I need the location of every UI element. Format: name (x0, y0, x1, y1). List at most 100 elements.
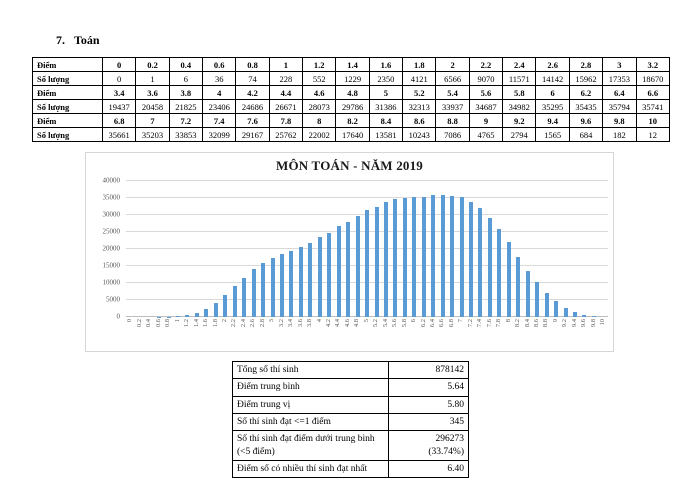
count-cell: 18670 (635, 71, 670, 86)
y-tick-label: 25000 (102, 227, 121, 236)
bar-slot (372, 181, 381, 317)
summary-value: 6.40 (388, 460, 469, 479)
count-cell: 10243 (402, 127, 437, 142)
bar-slot (551, 181, 560, 317)
row-label: Số lượng (32, 99, 103, 114)
count-cell: 2794 (502, 127, 537, 142)
score-row: Điểm 6.8 7 7.2 7.4 7.6 7.8 8 8.2 8.4 8.6 8.8 9 9.2 9.4… (32, 113, 670, 128)
x-tick-label: 2.8 (258, 319, 266, 328)
score-cell: 3 (602, 57, 637, 72)
bar-slot (164, 181, 173, 317)
y-tick-label: 10000 (102, 278, 121, 287)
x-tick-label: 0.6 (154, 319, 162, 328)
x-tick: 8.6 (532, 319, 541, 327)
x-tick-label: 7.6 (485, 319, 493, 328)
bar-slot (532, 181, 541, 317)
x-tick: 8.4 (523, 319, 532, 327)
x-tick-label: 7.2 (466, 319, 474, 328)
bar-chart: MÔN TOÁN - NĂM 2019 0 5000 10000 15000 20000… (85, 152, 614, 352)
x-tick: 8 (504, 319, 513, 322)
bar-slot (221, 181, 230, 317)
score-distribution-table: Điểm 0 0.2 0.4 0.6 0.8 1 1.2 1.4 1.6 1.8 2 2.2 2.4 2.6… (32, 57, 670, 142)
x-tick: 5.2 (372, 319, 381, 327)
bar-slot (239, 181, 248, 317)
count-cell: 32099 (202, 127, 237, 142)
bar-slot (325, 181, 334, 317)
bar-slot (466, 181, 475, 317)
summary-value: 296273 (33.74%) (388, 430, 469, 462)
bar (582, 314, 587, 317)
y-tick-label: 15000 (102, 261, 121, 270)
bar (223, 294, 228, 317)
section-number: 7. (56, 33, 65, 47)
count-cell: 21825 (168, 99, 204, 114)
bar (440, 195, 445, 317)
bar (289, 250, 294, 317)
x-tick-label: 9 (551, 319, 559, 323)
count-cell: 35741 (635, 99, 670, 114)
bar (535, 282, 540, 317)
section-title: Toán (74, 33, 100, 47)
count-cell: 11571 (502, 71, 537, 86)
score-cell: 7.6 (235, 113, 270, 128)
count-cell: 684 (568, 127, 604, 142)
summary-label: Số thí sinh đạt <=1 điểm (232, 413, 389, 432)
score-cell: 1.6 (368, 57, 404, 72)
row-label: Điểm (32, 85, 103, 100)
x-tick: 0.2 (135, 319, 144, 327)
score-cell: 2 (435, 57, 470, 72)
row-label: Số lượng (32, 71, 103, 86)
y-axis: 0 5000 10000 15000 20000 25000 30000 35000 40000 (88, 177, 122, 320)
x-tick-label: 1 (173, 319, 181, 323)
bar-slot (495, 181, 504, 317)
bar (516, 257, 521, 317)
x-tick: 4.2 (325, 319, 334, 327)
x-tick: 9.8 (589, 319, 598, 327)
summary-value: 878142 (388, 360, 469, 380)
bar-slot (135, 181, 144, 317)
summary-label: Tổng số thí sinh (232, 360, 389, 380)
x-tick: 3.4 (287, 319, 296, 327)
summary-table: Tổng số thí sinh 878142 Điểm trung bình 5.6… (232, 360, 469, 479)
x-tick: 8.2 (514, 319, 523, 327)
bar (213, 303, 218, 317)
x-tick: 6.4 (429, 319, 438, 327)
bar-slot (391, 181, 400, 317)
x-tick: 2 (221, 319, 230, 322)
bar-slot (504, 181, 513, 317)
x-tick: 2.8 (258, 319, 267, 327)
x-tick: 1 (173, 319, 182, 322)
x-tick-label: 9.2 (561, 319, 569, 328)
x-tick-label: 1.6 (202, 319, 210, 328)
summary-label: Điểm trung vị (232, 395, 389, 415)
x-tick: 4.8 (353, 319, 362, 327)
score-cell: 8 (302, 113, 337, 128)
score-cell: 5 (368, 85, 404, 100)
score-cell: 7 (135, 113, 170, 128)
x-tick-label: 7.4 (476, 319, 484, 328)
bar-slot (400, 181, 409, 317)
bar (365, 210, 370, 317)
x-tick: 3.6 (296, 319, 305, 327)
x-tick: 9.6 (580, 319, 589, 327)
count-cell: 23406 (202, 99, 237, 114)
bar (175, 316, 180, 317)
plot-area (126, 180, 608, 317)
bar-slot (570, 181, 579, 317)
x-tick: 9 (551, 319, 560, 322)
score-cell: 5.6 (468, 85, 504, 100)
summary-row: Số thí sinh đạt điểm dưới trung bình (<5… (232, 430, 469, 462)
x-tick: 0 (126, 319, 135, 322)
score-cell: 10 (635, 113, 670, 128)
x-axis: 0 0.2 0.4 0.6 0.8 1 1.2 1.4 1.6 1.8 2 2.2 2.4 2.6 2.8 3… (126, 319, 608, 345)
score-cell: 5.4 (435, 85, 470, 100)
count-row: Số lượng 19437 20458 21825 23406 24686 26671 28… (32, 99, 670, 114)
row-label: Điểm (32, 113, 103, 128)
summary-label: Điểm trung bình (232, 378, 389, 397)
x-tick: 7 (457, 319, 466, 322)
x-tick-label: 2.4 (239, 319, 247, 328)
count-cell: 1565 (535, 127, 570, 142)
bar-slot (334, 181, 343, 317)
x-tick-label: 1.4 (192, 319, 200, 328)
score-cell: 9.4 (535, 113, 570, 128)
